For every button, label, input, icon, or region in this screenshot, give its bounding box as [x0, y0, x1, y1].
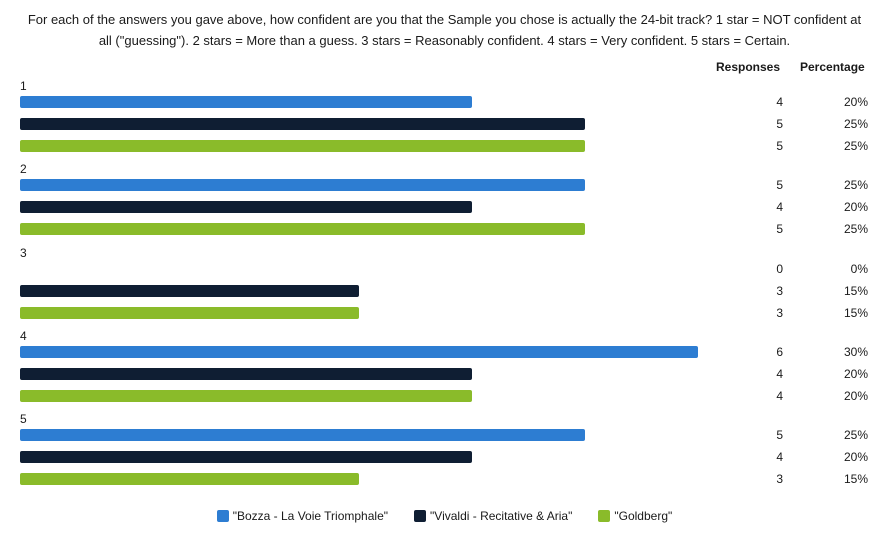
legend-item: "Vivaldi - Recitative & Aria"	[414, 509, 572, 523]
bar	[20, 307, 359, 319]
response-count: 4	[776, 95, 783, 109]
bar	[20, 223, 585, 235]
response-count: 4	[776, 200, 783, 214]
percentage-value: 15%	[844, 306, 868, 320]
legend-label: "Vivaldi - Recitative & Aria"	[430, 509, 573, 523]
bar	[20, 118, 585, 130]
response-count: 3	[776, 306, 783, 320]
chart-legend: "Bozza - La Voie Triomphale" "Vivaldi - R…	[0, 509, 889, 523]
percentage-value: 20%	[844, 389, 868, 403]
category-label: 3	[20, 246, 27, 260]
percentage-value: 20%	[844, 450, 868, 464]
category-label: 5	[20, 412, 27, 426]
percentage-value: 30%	[844, 345, 868, 359]
response-count: 0	[776, 262, 783, 276]
percentage-value: 25%	[844, 117, 868, 131]
bar	[20, 140, 585, 152]
bar	[20, 179, 585, 191]
percentage-value: 25%	[844, 428, 868, 442]
bar	[20, 390, 472, 402]
bar	[20, 451, 472, 463]
response-count: 5	[776, 178, 783, 192]
percentage-value: 20%	[844, 200, 868, 214]
category-label: 4	[20, 329, 27, 343]
percentage-column-header: Percentage	[800, 60, 865, 74]
response-count: 4	[776, 367, 783, 381]
legend-item: "Bozza - La Voie Triomphale"	[216, 509, 389, 523]
response-count: 3	[776, 284, 783, 298]
category-label: 2	[20, 162, 27, 176]
percentage-value: 15%	[844, 284, 868, 298]
percentage-value: 25%	[844, 222, 868, 236]
bar	[20, 96, 472, 108]
response-count: 6	[776, 345, 783, 359]
response-count: 4	[776, 389, 783, 403]
question-text: For each of the answers you gave above, …	[27, 12, 862, 48]
legend-label: "Bozza - La Voie Triomphale"	[232, 509, 389, 523]
category-label: 1	[20, 79, 27, 93]
response-count: 5	[776, 222, 783, 236]
response-count: 5	[776, 428, 783, 442]
legend-swatch	[216, 510, 229, 522]
legend-swatch	[414, 510, 427, 522]
bar	[20, 346, 698, 358]
responses-column-header: Responses	[716, 60, 781, 74]
bar	[20, 285, 359, 297]
legend-item: "Goldberg"	[598, 509, 672, 523]
percentage-value: 25%	[844, 178, 868, 192]
response-count: 4	[776, 450, 783, 464]
bar-chart: 1 4 20% 5 25% 5 25% 2 5 25% 4 20% 5 25% 3 0 0% 3 15% 3 15% 4 6…	[20, 79, 869, 486]
percentage-value: 20%	[844, 367, 868, 381]
bar	[20, 473, 359, 485]
percentage-value: 25%	[844, 139, 868, 153]
response-count: 3	[776, 472, 783, 486]
legend-label: "Goldberg"	[614, 509, 673, 523]
bar	[20, 201, 472, 213]
percentage-value: 20%	[844, 95, 868, 109]
bar	[20, 368, 472, 380]
response-count: 5	[776, 139, 783, 153]
percentage-value: 15%	[844, 472, 868, 486]
legend-swatch	[598, 510, 611, 522]
response-count: 5	[776, 117, 783, 131]
bar	[20, 429, 585, 441]
percentage-value: 0%	[851, 262, 869, 276]
